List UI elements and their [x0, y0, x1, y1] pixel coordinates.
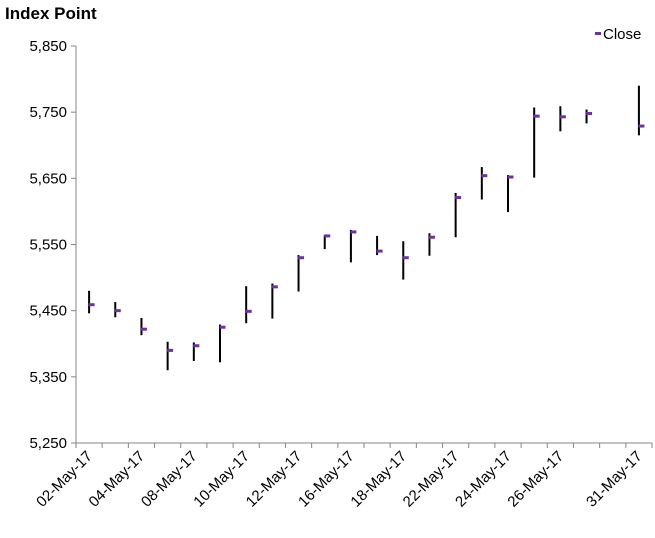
close-marker — [245, 309, 252, 313]
x-tick-label: 31-May-17 — [583, 448, 646, 511]
close-marker — [167, 348, 174, 352]
close-marker — [533, 114, 540, 118]
y-tick-label: 5,250 — [29, 435, 67, 452]
close-marker — [455, 196, 462, 200]
close-marker — [193, 344, 200, 348]
close-marker — [271, 285, 278, 289]
close-marker — [324, 234, 331, 238]
close-marker — [114, 309, 121, 313]
close-marker — [638, 124, 645, 128]
close-marker — [376, 249, 383, 253]
x-tick-label: 10-May-17 — [190, 448, 253, 511]
close-marker — [298, 256, 305, 260]
x-tick-label: 22-May-17 — [400, 448, 463, 511]
close-marker — [350, 230, 357, 234]
close-marker — [140, 327, 147, 331]
legend-close-marker — [595, 32, 601, 35]
x-tick-label: 04-May-17 — [86, 448, 149, 511]
y-tick-label: 5,650 — [29, 170, 67, 187]
legend-close-label: Close — [603, 26, 641, 43]
close-marker — [507, 175, 514, 179]
x-tick-label: 18-May-17 — [347, 448, 410, 511]
y-tick-label: 5,550 — [29, 237, 67, 254]
close-marker — [481, 174, 488, 178]
x-tick-label: 12-May-17 — [243, 448, 306, 511]
x-tick-label: 24-May-17 — [452, 448, 515, 511]
y-axis-unit-label: Index Point — [5, 4, 97, 23]
x-tick-label: 02-May-17 — [33, 448, 96, 511]
y-tick-label: 5,450 — [29, 303, 67, 320]
x-tick-label: 26-May-17 — [504, 448, 567, 511]
close-marker — [219, 325, 226, 329]
x-tick-label: 16-May-17 — [295, 448, 358, 511]
y-tick-label: 5,750 — [29, 104, 67, 121]
close-marker — [88, 303, 95, 307]
close-marker — [559, 115, 566, 119]
close-marker — [428, 235, 435, 239]
y-tick-label: 5,850 — [29, 38, 67, 55]
x-tick-label: 08-May-17 — [138, 448, 201, 511]
close-marker — [586, 111, 593, 115]
y-tick-label: 5,350 — [29, 369, 67, 386]
close-marker — [402, 256, 409, 260]
